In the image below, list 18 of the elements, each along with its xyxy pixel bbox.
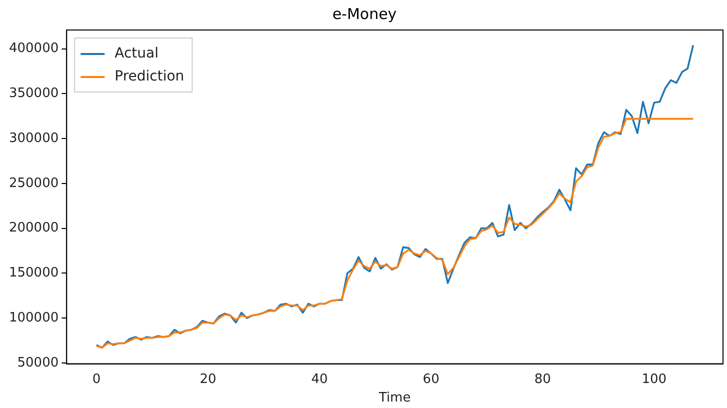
legend-label: Prediction — [114, 68, 184, 85]
legend-label: Actual — [114, 46, 158, 62]
y-tick-label: 150000 — [8, 266, 59, 281]
x-tick-label: 60 — [422, 372, 440, 387]
chart-title: e-Money — [332, 4, 397, 23]
y-tick-label: 400000 — [8, 41, 59, 56]
y-tick-label: 250000 — [8, 176, 59, 191]
y-tick-label: 200000 — [8, 220, 59, 236]
x-tick-label: 40 — [311, 372, 328, 387]
y-tick-label: 350000 — [8, 86, 59, 102]
x-tick-label: 100 — [642, 372, 667, 387]
y-tick-label: 50000 — [17, 355, 59, 370]
x-tick-label: 0 — [92, 372, 101, 387]
x-tick-label: 80 — [534, 372, 551, 387]
x-axis-title: Time — [378, 390, 411, 406]
x-tick-label: 20 — [200, 372, 216, 387]
y-tick-label: 100000 — [8, 310, 59, 326]
y-tick-label: 300000 — [8, 130, 59, 146]
